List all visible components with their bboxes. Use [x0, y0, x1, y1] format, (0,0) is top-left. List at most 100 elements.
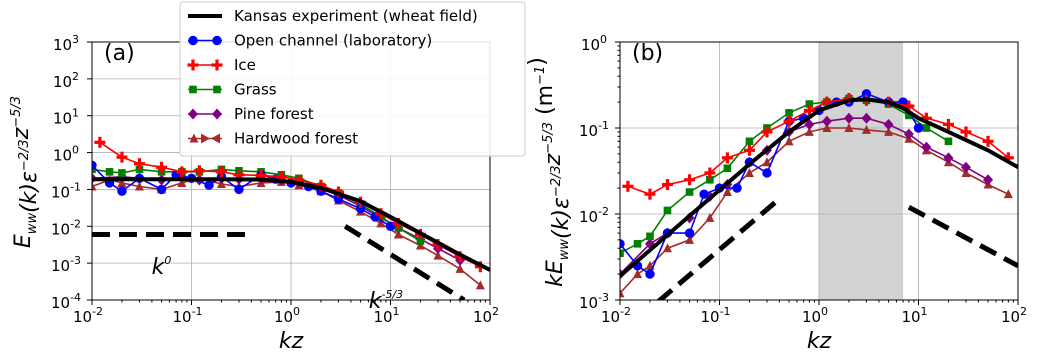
data-point	[622, 180, 634, 192]
data-point	[133, 158, 145, 170]
data-point	[706, 175, 714, 184]
data-point	[620, 249, 624, 258]
x-tick-label: 10-1	[172, 305, 202, 326]
x-tick-label: 101	[901, 305, 927, 326]
data-point	[620, 239, 625, 249]
data-point	[234, 184, 244, 195]
data-point	[785, 109, 793, 117]
data-point	[705, 212, 715, 222]
legend-label: Pine forest	[234, 105, 314, 123]
data-point	[156, 161, 168, 173]
plot-content	[620, 89, 1018, 300]
x-tick-label: 10-2	[601, 305, 631, 326]
data-point	[903, 128, 914, 140]
data-point	[822, 123, 832, 132]
data-point	[92, 181, 97, 191]
data-point	[861, 112, 872, 124]
y-tick-label: 10-3	[579, 291, 609, 312]
reference-line	[907, 204, 1018, 268]
data-point	[1003, 189, 1013, 199]
data-point	[684, 174, 696, 186]
data-point	[415, 240, 425, 250]
y-tick-label: 10-3	[51, 254, 81, 275]
data-point	[105, 168, 114, 176]
data-point	[861, 124, 871, 134]
y-tick-label: 10-4	[51, 291, 81, 312]
x-axis-label: kz	[279, 329, 304, 354]
x-axis-label: kz	[807, 329, 832, 354]
data-point	[118, 169, 126, 177]
panel-label: (a)	[104, 41, 135, 66]
data-point	[732, 183, 742, 193]
reference-line	[343, 224, 466, 300]
data-point	[644, 188, 656, 200]
plot-content	[92, 136, 490, 300]
data-point	[662, 243, 672, 253]
x-tick-label: 100	[802, 305, 828, 326]
data-point	[134, 181, 144, 191]
x-tick-label: 100	[274, 305, 300, 326]
annotation: k0	[152, 254, 172, 280]
data-point	[722, 187, 732, 197]
data-point	[944, 137, 953, 146]
legend: Kansas experiment (wheat field) Open chan…	[179, 1, 526, 157]
legend-marker	[188, 108, 198, 120]
series-ice	[94, 136, 486, 273]
data-point	[663, 206, 672, 215]
legend-entry: Ice	[187, 56, 256, 74]
data-point	[685, 188, 694, 196]
legend-marker	[189, 85, 197, 94]
data-point	[843, 112, 854, 124]
panel-label: (b)	[632, 41, 663, 66]
data-point	[176, 166, 188, 178]
data-point	[385, 221, 396, 231]
data-point	[784, 136, 794, 146]
y-tick-label: 10-1	[51, 180, 81, 201]
series-kansas-experiment-wheat-field-	[92, 177, 490, 272]
data-point	[883, 118, 894, 130]
data-point	[744, 167, 754, 177]
data-point	[960, 126, 972, 138]
legend-entry: Hardwood forest	[188, 130, 358, 148]
legend-label: Hardwood forest	[234, 130, 358, 148]
legend-marker	[212, 35, 222, 46]
data-point	[762, 157, 772, 167]
data-point	[921, 141, 932, 153]
shaded-band	[819, 42, 904, 300]
series-line	[92, 177, 490, 272]
data-point	[215, 166, 227, 178]
data-point	[116, 151, 128, 163]
series-kansas-experiment-wheat-field-	[620, 97, 1018, 278]
x-tick-label: 10-1	[700, 305, 730, 326]
x-tick-label: 102	[1001, 305, 1027, 326]
data-point	[905, 111, 913, 120]
legend-marker	[201, 133, 210, 144]
data-point	[804, 118, 815, 130]
data-point	[475, 280, 485, 290]
data-point	[803, 104, 815, 116]
x-tick-label: 101	[373, 305, 399, 326]
data-point	[983, 174, 994, 186]
legend-marker	[187, 59, 199, 71]
legend-marker	[211, 59, 223, 71]
data-point	[982, 135, 994, 147]
data-point	[943, 152, 954, 164]
ticks: 10-2 10-1 100 101 102 10-4 10-3 10-2 10-1 100 101 1…	[51, 33, 499, 326]
data-point	[117, 186, 127, 196]
y-tick-label: 101	[53, 107, 79, 128]
data-point	[177, 177, 187, 187]
data-point	[942, 118, 954, 130]
data-point	[783, 115, 795, 127]
data-point	[117, 177, 127, 187]
y-axis-label: Eww(k)ε−2/3z−5/3	[9, 96, 42, 248]
data-point	[685, 234, 695, 244]
legend-marker	[189, 133, 199, 143]
data-point	[393, 229, 403, 239]
data-point	[204, 180, 214, 190]
y-tick-label: 103	[53, 33, 79, 54]
data-point	[762, 168, 772, 178]
data-point	[922, 124, 931, 132]
x-tick-label: 10-2	[73, 305, 103, 326]
